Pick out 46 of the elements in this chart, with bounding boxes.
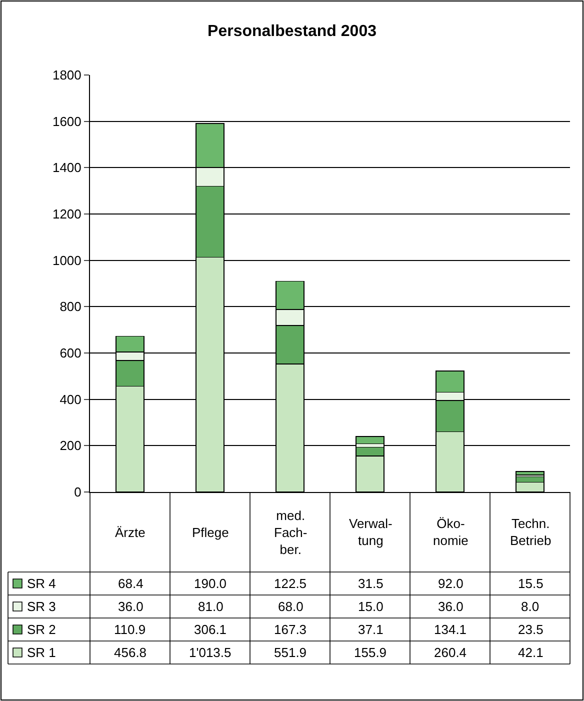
- x-tick-label: Öko- nomie: [433, 516, 468, 548]
- legend-label: SR 2: [27, 622, 56, 637]
- data-label: 260.4: [434, 645, 467, 660]
- data-label: 81.0: [198, 599, 224, 614]
- legend-label: SR 4: [27, 576, 56, 591]
- y-tick-label: 1200: [52, 206, 82, 222]
- data-label: 190.0: [194, 576, 227, 591]
- data-label: 31.5: [358, 576, 384, 591]
- data-label: 37.1: [358, 622, 384, 637]
- y-tick-label: 800: [60, 299, 82, 314]
- data-label: 306.1: [194, 622, 227, 637]
- data-label: 42.1: [518, 645, 544, 660]
- data-label: 456.8: [114, 645, 147, 660]
- x-tick-label: Techn. Betrieb: [510, 516, 552, 548]
- data-label: 8.0: [521, 599, 540, 614]
- y-tick-label: 1600: [52, 114, 82, 129]
- x-tick-label: Pflege: [192, 525, 229, 540]
- x-tick-label: Ärzte: [115, 525, 146, 540]
- data-label: 68.4: [118, 576, 144, 591]
- data-label: 15.5: [518, 576, 544, 591]
- data-label: 36.0: [438, 599, 464, 614]
- x-tick-label: Verwal- tung: [349, 516, 392, 548]
- legend-label: SR 1: [27, 645, 56, 660]
- bar: [356, 436, 384, 444]
- x-tick-label: med. Fach- ber.: [274, 508, 308, 557]
- data-label: 92.0: [438, 576, 464, 591]
- data-label: 36.0: [118, 599, 144, 614]
- y-tick-label: 1800: [52, 68, 82, 83]
- y-tick-label: 600: [60, 346, 82, 361]
- data-label: 122.5: [274, 576, 307, 591]
- data-label: 110.9: [114, 622, 146, 637]
- data-label: 551.9: [274, 645, 307, 660]
- data-label: 155.9: [354, 645, 387, 660]
- data-label: 1'013.5: [189, 645, 232, 660]
- data-label: 134.1: [434, 622, 467, 637]
- legend-label: SR 3: [27, 599, 56, 614]
- data-label: 23.5: [518, 622, 544, 637]
- y-tick-label: 0: [74, 484, 82, 500]
- data-label: 167.3: [274, 622, 307, 637]
- chart-title: Personalbestand 2003: [208, 23, 377, 40]
- y-tick-label: 400: [60, 392, 82, 407]
- y-tick-label: 1000: [52, 252, 82, 268]
- y-tick-label: 1400: [52, 160, 82, 176]
- data-label: 68.0: [278, 599, 304, 614]
- data-label: 15.0: [358, 599, 384, 614]
- y-tick-label: 200: [60, 438, 82, 454]
